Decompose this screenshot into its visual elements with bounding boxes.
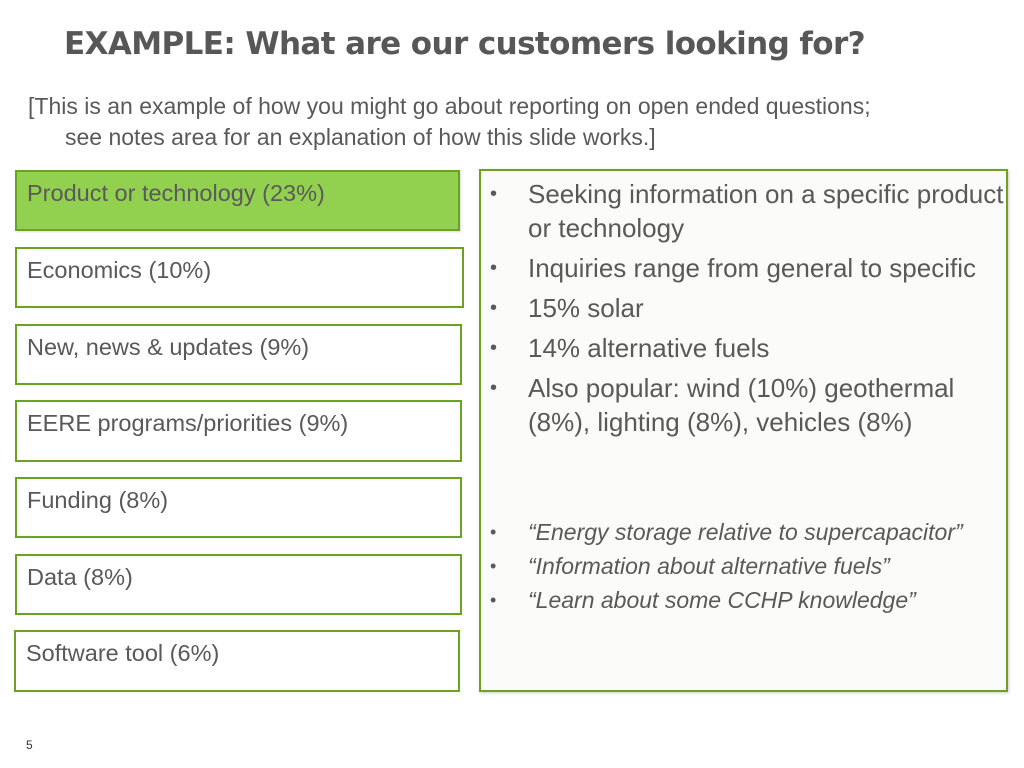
category-box-economics: Economics (10%) (15, 247, 464, 308)
page-number: 5 (26, 738, 33, 752)
quote-text: “Learn about some CCHP knowledge” (528, 587, 916, 613)
category-box-eere-programs: EERE programs/priorities (9%) (15, 400, 462, 462)
category-box-data: Data (8%) (15, 554, 462, 615)
list-item: • Seeking information on a specific produ… (481, 177, 1006, 245)
bullet-text: 14% alternative fuels (528, 333, 770, 363)
quote-item: • “Learn about some CCHP knowledge” (481, 585, 1006, 616)
bullet-icon: • (490, 556, 497, 576)
bullet-icon: • (490, 590, 497, 610)
bullet-icon: • (490, 522, 497, 542)
bullet-icon: • (490, 377, 498, 399)
category-label: Economics (10%) (27, 257, 212, 283)
category-label: Product or technology (23%) (27, 180, 325, 206)
quote-item: • “Information about alternative fuels” (481, 551, 1006, 582)
category-label: Funding (8%) (27, 487, 169, 513)
category-label: Software tool (6%) (26, 640, 220, 666)
subtitle-line-1: [This is an example of how you might go … (28, 93, 871, 119)
category-label: EERE programs/priorities (9%) (27, 410, 349, 436)
quote-text: “Energy storage relative to supercapacit… (528, 519, 963, 545)
bullet-icon: • (490, 183, 498, 205)
bullet-text: Seeking information on a specific produc… (528, 179, 1004, 243)
list-item: • 15% solar (481, 291, 1006, 325)
category-label: New, news & updates (9%) (27, 334, 310, 360)
bullet-icon: • (490, 257, 498, 279)
quote-item: • “Energy storage relative to supercapaci… (481, 517, 1006, 548)
category-box-funding: Funding (8%) (15, 477, 462, 538)
bullet-text: 15% solar (528, 293, 644, 323)
slide-subtitle: [This is an example of how you might go … (28, 91, 1008, 153)
details-panel: • Seeking information on a specific produ… (479, 169, 1008, 692)
details-quote-list: • “Energy storage relative to supercapaci… (481, 517, 1006, 619)
category-box-product-technology: Product or technology (23%) (15, 170, 460, 231)
bullet-text: Inquiries range from general to specific (528, 253, 977, 283)
list-item: • 14% alternative fuels (481, 331, 1006, 365)
details-bullet-list: • Seeking information on a specific produ… (481, 177, 1006, 445)
list-item: • Inquiries range from general to specifi… (481, 251, 1006, 285)
category-box-news-updates: New, news & updates (9%) (15, 324, 462, 385)
subtitle-line-2: see notes area for an explanation of how… (65, 124, 656, 150)
bullet-icon: • (490, 337, 498, 359)
bullet-icon: • (490, 297, 498, 319)
list-item: • Also popular: wind (10%) geothermal (8%… (481, 371, 1006, 439)
quote-text: “Information about alternative fuels” (528, 553, 890, 579)
category-label: Data (8%) (27, 564, 133, 590)
slide-title: EXAMPLE: What are our customers looking … (64, 26, 866, 62)
category-box-software-tool: Software tool (6%) (14, 630, 460, 692)
bullet-text: Also popular: wind (10%) geothermal (8%)… (528, 373, 955, 437)
